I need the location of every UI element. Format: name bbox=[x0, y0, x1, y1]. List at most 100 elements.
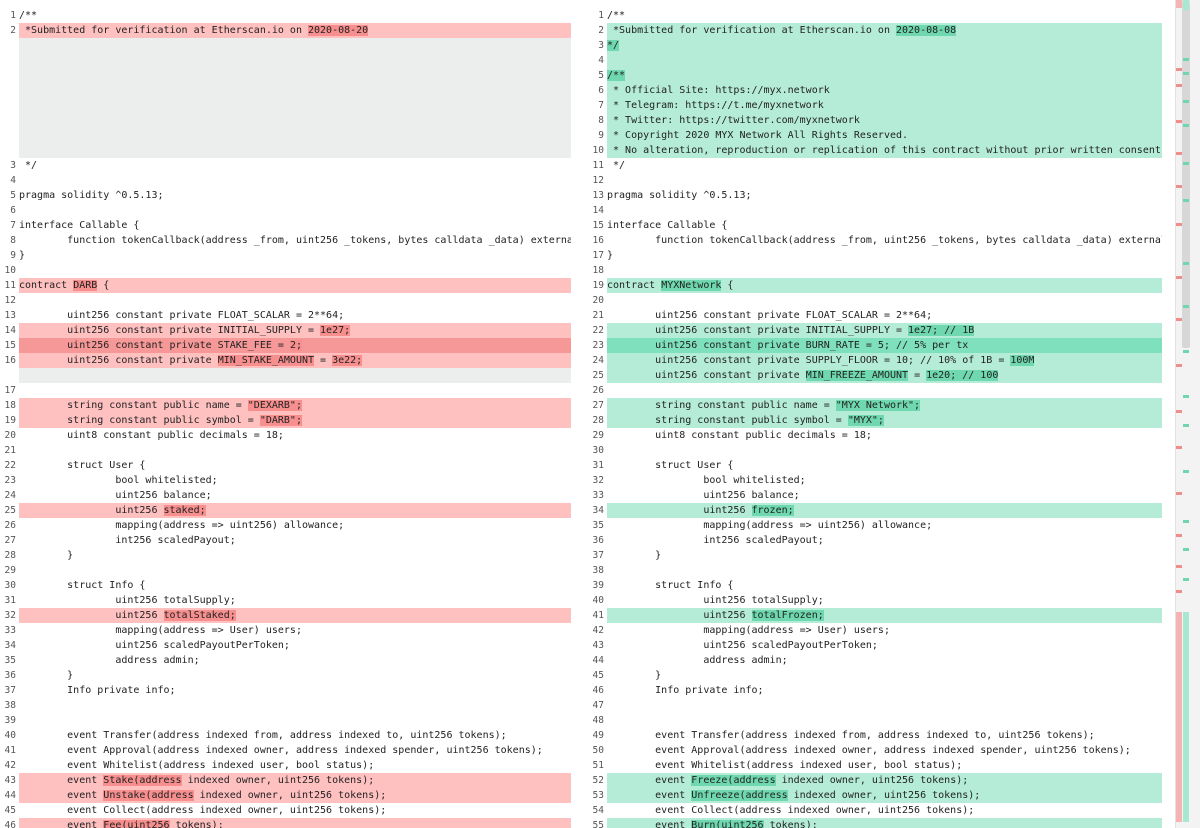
deleted-line: 43 event Stake(address indexed owner, ui… bbox=[0, 773, 571, 788]
changed-token: MIN_FREEZE_AMOUNT bbox=[805, 370, 909, 381]
code-line: 54 event Collect(address indexed owner, … bbox=[588, 803, 1162, 818]
code-text: pragma solidity ^0.5.13; bbox=[607, 188, 1162, 203]
code-line: 33 mapping(address => User) users; bbox=[0, 623, 571, 638]
line-number: 13 bbox=[592, 190, 604, 201]
code-text: Info private info; bbox=[19, 683, 571, 698]
code-text bbox=[607, 383, 1162, 398]
inserted-line: 10 * No alteration, reproduction or repl… bbox=[588, 143, 1162, 158]
code-line: 4 bbox=[0, 173, 571, 188]
line-number: 18 bbox=[4, 400, 16, 411]
code-segment: uint256 constant private FLOAT_SCALAR = … bbox=[607, 310, 933, 321]
code-text: * Official Site: https://myx.network bbox=[607, 83, 1162, 98]
overview-change-marker bbox=[1183, 470, 1189, 473]
line-number: 25 bbox=[592, 370, 604, 381]
code-line: 42 mapping(address => User) users; bbox=[588, 623, 1162, 638]
line-number: 14 bbox=[4, 325, 16, 336]
diff-filler-block bbox=[19, 38, 571, 158]
code-text: struct User { bbox=[19, 458, 571, 473]
deleted-line: 46 event Fee(uint256 tokens); bbox=[0, 818, 571, 828]
code-segment: *Submitted for verification at Etherscan… bbox=[19, 25, 308, 36]
inserted-line: 9 * Copyright 2020 MYX Network All Right… bbox=[588, 128, 1162, 143]
code-text bbox=[607, 173, 1162, 188]
code-text bbox=[19, 443, 571, 458]
code-text: event Fee(uint256 tokens); bbox=[19, 818, 571, 828]
code-segment: uint256 scaledPayoutPerToken; bbox=[19, 640, 290, 651]
code-text: */ bbox=[607, 38, 1162, 53]
line-number: 42 bbox=[592, 625, 604, 636]
code-line: 29 bbox=[0, 563, 571, 578]
line-number: 49 bbox=[592, 730, 604, 741]
overview-change-marker bbox=[1183, 72, 1189, 75]
inserted-line: 41 uint256 totalFrozen; bbox=[588, 608, 1162, 623]
line-number: 7 bbox=[598, 100, 604, 111]
line-number: 21 bbox=[4, 445, 16, 456]
scrollbar-thumb[interactable] bbox=[1182, 0, 1190, 348]
inserted-line: 22 uint256 constant private INITIAL_SUPP… bbox=[588, 323, 1162, 338]
code-text: event Collect(address indexed owner, uin… bbox=[607, 803, 1162, 818]
line-number: 6 bbox=[598, 85, 604, 96]
line-number: 37 bbox=[4, 685, 16, 696]
inserted-line: 23 uint256 constant private BURN_RATE = … bbox=[588, 338, 1162, 353]
changed-token: totalFrozen; bbox=[751, 610, 824, 621]
deleted-line: 25 uint256 staked; bbox=[0, 503, 571, 518]
code-text: interface Callable { bbox=[607, 218, 1162, 233]
code-line: 1/** bbox=[588, 8, 1162, 23]
code-text: uint256 scaledPayoutPerToken; bbox=[607, 638, 1162, 653]
code-text: mapping(address => User) users; bbox=[19, 623, 571, 638]
code-segment: string constant public name = bbox=[607, 400, 836, 411]
code-segment: bool whitelisted; bbox=[19, 475, 218, 486]
code-text: uint256 totalStaked; bbox=[19, 608, 571, 623]
code-text: interface Callable { bbox=[19, 218, 571, 233]
code-text: bool whitelisted; bbox=[19, 473, 571, 488]
line-number: 44 bbox=[592, 655, 604, 666]
code-segment: uint256 bbox=[19, 610, 164, 621]
code-text bbox=[607, 698, 1162, 713]
code-segment: indexed owner, uint256 tokens); bbox=[787, 790, 981, 801]
line-number: 15 bbox=[592, 220, 604, 231]
deleted-line: 18 string constant public name = "DEXARB… bbox=[0, 398, 571, 413]
code-line: 24 uint256 balance; bbox=[0, 488, 571, 503]
changed-token: Freeze(address bbox=[691, 775, 776, 786]
overview-change-marker bbox=[1183, 162, 1189, 165]
line-number: 11 bbox=[4, 280, 16, 291]
code-text bbox=[19, 713, 571, 728]
changed-token: 3e22; bbox=[332, 355, 363, 366]
line-number: 1 bbox=[10, 10, 16, 21]
deleted-line: 11 contract DARB { bbox=[0, 278, 571, 293]
code-line: 43 uint256 scaledPayoutPerToken; bbox=[588, 638, 1162, 653]
line-number: 47 bbox=[592, 700, 604, 711]
code-line: 49 event Transfer(address indexed from, … bbox=[588, 728, 1162, 743]
code-text: * No alteration, reproduction or replica… bbox=[607, 143, 1162, 158]
code-line: 28 } bbox=[0, 548, 571, 563]
overview-change-block bbox=[1183, 0, 1189, 10]
line-number: 33 bbox=[4, 625, 16, 636]
line-number: 35 bbox=[592, 520, 604, 531]
code-text bbox=[19, 173, 571, 188]
code-segment: tokens); bbox=[763, 820, 818, 828]
code-segment: event Transfer(address indexed from, add… bbox=[607, 730, 1095, 741]
code-text: /** bbox=[607, 8, 1162, 23]
code-segment: uint256 balance; bbox=[19, 490, 212, 501]
code-segment: pragma solidity ^0.5.13; bbox=[607, 190, 752, 201]
overview-change-marker bbox=[1183, 395, 1189, 398]
inserted-line: 34 uint256 frozen; bbox=[588, 503, 1162, 518]
line-number: 29 bbox=[592, 430, 604, 441]
line-number: 32 bbox=[4, 610, 16, 621]
code-segment: *Submitted for verification at Etherscan… bbox=[607, 25, 896, 36]
line-number: 31 bbox=[592, 460, 604, 471]
code-text: *Submitted for verification at Etherscan… bbox=[607, 23, 1162, 38]
code-line: 1/** bbox=[0, 8, 571, 23]
overview-change-marker bbox=[1183, 199, 1189, 202]
code-text: int256 scaledPayout; bbox=[19, 533, 571, 548]
code-text: */ bbox=[19, 158, 571, 173]
overview-change-marker bbox=[1176, 446, 1182, 449]
line-number: 55 bbox=[592, 820, 604, 828]
code-segment: tokens); bbox=[169, 820, 224, 828]
code-text bbox=[607, 263, 1162, 278]
code-segment: event bbox=[607, 775, 692, 786]
code-segment: * Copyright 2020 MYX Network All Rights … bbox=[607, 130, 909, 141]
code-line: 26 bbox=[588, 383, 1162, 398]
code-text: uint256 constant private FLOAT_SCALAR = … bbox=[19, 308, 571, 323]
line-number: 53 bbox=[592, 790, 604, 801]
changed-token: frozen; bbox=[751, 505, 794, 516]
